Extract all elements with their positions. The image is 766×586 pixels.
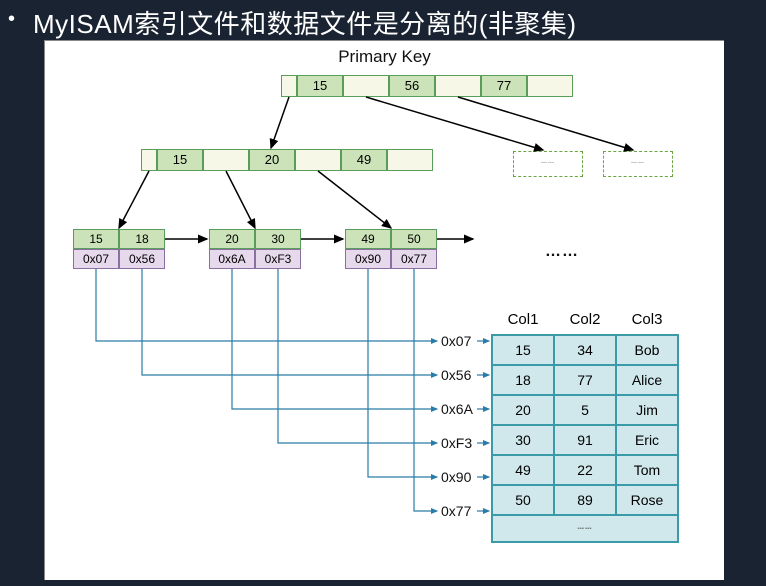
address-label: 0x77 (441, 503, 471, 519)
btree-key-cell: 15 (297, 75, 343, 97)
btree-leaf-node: 15180x070x56 (73, 229, 165, 269)
btree-ptr-cell (343, 75, 389, 97)
table-cell: 20 (492, 395, 554, 425)
btree-key-cell: 77 (481, 75, 527, 97)
placeholder-box: ┄┄ (513, 151, 583, 177)
table-cell: Bob (616, 335, 678, 365)
address-label: 0x90 (441, 469, 471, 485)
table-header-cell: Col3 (616, 305, 678, 335)
btree-key-cell: 56 (389, 75, 435, 97)
table-row: 5089Rose (492, 485, 678, 515)
btree-ptr-cell (387, 149, 433, 171)
btree-key-cell: 49 (341, 149, 387, 171)
table-cell: 49 (492, 455, 554, 485)
table-row: 4922Tom (492, 455, 678, 485)
leaf-addr-cell: 0x90 (345, 249, 391, 269)
table-cell: Rose (616, 485, 678, 515)
btree-leaf-node: 49500x900x77 (345, 229, 437, 269)
btree-ptr-cell (203, 149, 249, 171)
slide-title-row: • MyISAM索引文件和数据文件是分离的(非聚集) (0, 0, 766, 45)
address-label: 0x07 (441, 333, 471, 349)
table-cell: 15 (492, 335, 554, 365)
table-cell: Tom (616, 455, 678, 485)
table-cell: 5 (554, 395, 616, 425)
placeholder-box: ┄┄ (603, 151, 673, 177)
btree-leaf-node: 20300x6A0xF3 (209, 229, 301, 269)
data-table: Col1Col2Col3 1534Bob1877Alice205Jim3091E… (491, 305, 679, 543)
table-cell: Alice (616, 365, 678, 395)
btree-ptr-cell (281, 75, 297, 97)
leaf-key-cell: 18 (119, 229, 165, 249)
table-ellipsis-row: ┄┄ (492, 515, 678, 542)
leaf-key-cell: 50 (391, 229, 437, 249)
leaf-addr-cell: 0x77 (391, 249, 437, 269)
table-cell: 18 (492, 365, 554, 395)
btree-ptr-cell (295, 149, 341, 171)
primary-key-label: Primary Key (338, 47, 431, 67)
table-cell: 22 (554, 455, 616, 485)
address-label: 0x6A (441, 401, 473, 417)
table-row: 205Jim (492, 395, 678, 425)
table-ellipsis-cell: ┄┄ (492, 515, 678, 542)
table-header-cell: Col1 (492, 305, 554, 335)
table-cell: 91 (554, 425, 616, 455)
table-cell: 77 (554, 365, 616, 395)
table-header-row: Col1Col2Col3 (492, 305, 678, 335)
btree-key-cell: 15 (157, 149, 203, 171)
btree-ptr-cell (527, 75, 573, 97)
leaf-key-cell: 49 (345, 229, 391, 249)
ellipsis-label: …… (545, 243, 579, 261)
leaf-key-cell: 15 (73, 229, 119, 249)
bullet-icon: • (8, 8, 15, 31)
leaf-addr-cell: 0x07 (73, 249, 119, 269)
btree-ptr-cell (435, 75, 481, 97)
btree-ptr-cell (141, 149, 157, 171)
table-cell: 34 (554, 335, 616, 365)
address-label: 0xF3 (441, 435, 472, 451)
table-cell: 50 (492, 485, 554, 515)
leaf-addr-cell: 0xF3 (255, 249, 301, 269)
btree-root-node: 15 56 77 (281, 75, 573, 97)
table-cell: 30 (492, 425, 554, 455)
leaf-key-cell: 20 (209, 229, 255, 249)
leaf-addr-cell: 0x6A (209, 249, 255, 269)
table-body: 1534Bob1877Alice205Jim3091Eric4922Tom508… (492, 335, 678, 542)
table-row: 3091Eric (492, 425, 678, 455)
table-cell: Eric (616, 425, 678, 455)
address-label: 0x56 (441, 367, 471, 383)
leaf-addr-cell: 0x56 (119, 249, 165, 269)
btree-key-cell: 20 (249, 149, 295, 171)
table-cell: Jim (616, 395, 678, 425)
diagram-panel: Primary Key 155677 152049 15180x070x56 2… (44, 40, 724, 580)
table-header-cell: Col2 (554, 305, 616, 335)
btree-internal-node: 15 20 49 (141, 149, 433, 171)
table-cell: 89 (554, 485, 616, 515)
table-row: 1877Alice (492, 365, 678, 395)
slide-title-text: MyISAM索引文件和数据文件是分离的(非聚集) (33, 4, 577, 41)
leaf-key-cell: 30 (255, 229, 301, 249)
table-row: 1534Bob (492, 335, 678, 365)
